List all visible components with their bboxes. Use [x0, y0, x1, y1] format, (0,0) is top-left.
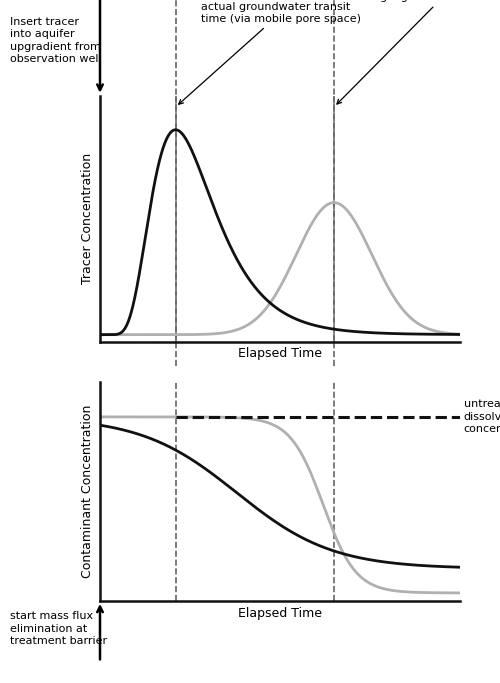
Text: 'average' groundwater transit time: 'average' groundwater transit time	[337, 0, 500, 104]
Text: actual groundwater transit
time (via mobile pore space): actual groundwater transit time (via mob…	[178, 2, 361, 104]
Text: Insert tracer
into aquifer
upgradient from
observation well: Insert tracer into aquifer upgradient fr…	[10, 17, 102, 64]
X-axis label: Elapsed Time: Elapsed Time	[238, 347, 322, 360]
Text: start mass flux
elimination at
treatment barrier: start mass flux elimination at treatment…	[10, 611, 107, 646]
Text: untreated
dissolved-phase
concentration: untreated dissolved-phase concentration	[464, 400, 500, 434]
Y-axis label: Contaminant Concentration: Contaminant Concentration	[82, 405, 94, 579]
Y-axis label: Tracer Concentration: Tracer Concentration	[82, 153, 94, 284]
X-axis label: Elapsed Time: Elapsed Time	[238, 607, 322, 619]
